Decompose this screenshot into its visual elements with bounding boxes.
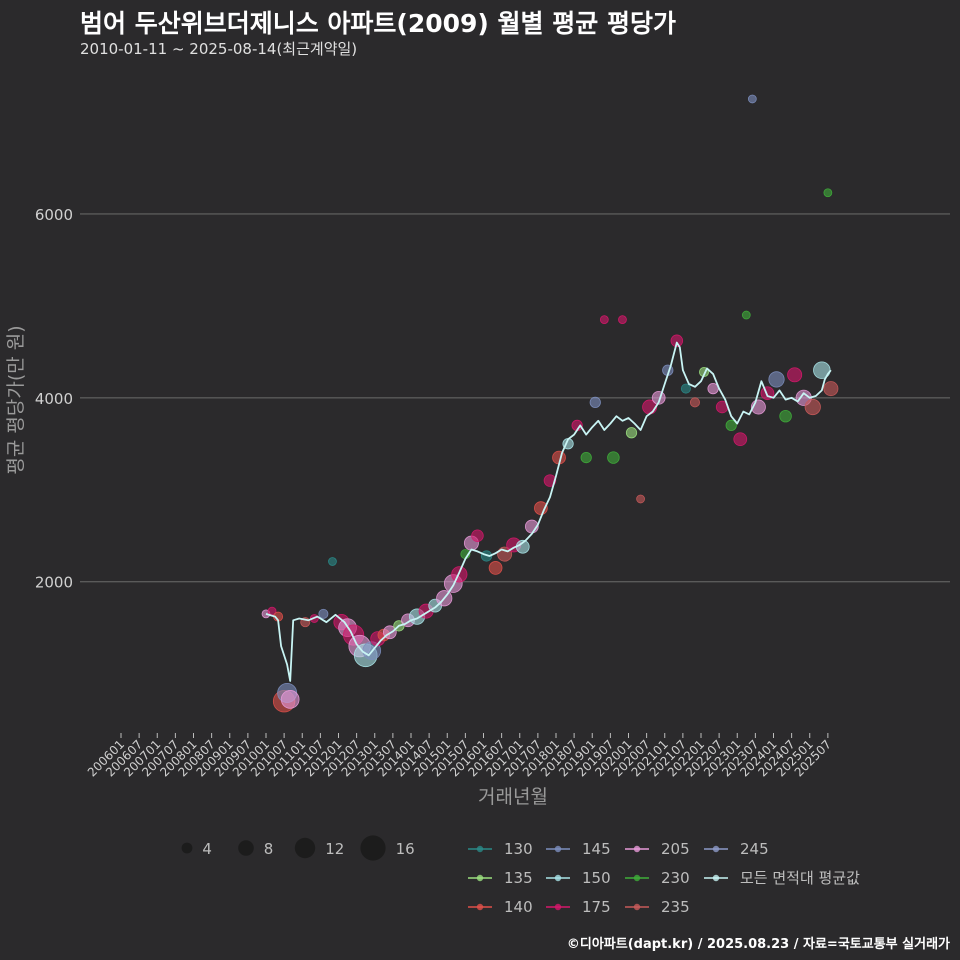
- legend-label-avg: 모든 면적대 평균값: [740, 869, 860, 887]
- grid-lines: [80, 213, 950, 583]
- legend-dot-145: [554, 845, 562, 853]
- scatter-point-135: [625, 427, 638, 439]
- x-axis-title: 거래년월: [478, 786, 548, 808]
- x-axis-ticks: 2006012006072007012007072008012008072009…: [85, 733, 834, 780]
- color-legend: 130 135 140 145 150 175 205 230 235 245 모든 면적대 평균값: [468, 840, 860, 916]
- scatter-point-230: [779, 409, 792, 423]
- legend-dot-135: [476, 874, 484, 882]
- size-legend-label: 8: [264, 840, 274, 858]
- scatter-point-235: [689, 397, 700, 408]
- size-legend-circle: [238, 840, 254, 856]
- scatter-point-235: [636, 494, 645, 504]
- average-line: [265, 341, 832, 682]
- scatter-point-205: [280, 690, 300, 709]
- y-tick-label: 2000: [35, 574, 73, 592]
- y-tick-label: 6000: [35, 206, 73, 224]
- size-legend-circle: [181, 842, 193, 854]
- legend-label-140: 140: [504, 898, 533, 916]
- scatter-point-175: [733, 432, 748, 447]
- scatter-point-230: [725, 419, 737, 432]
- legend-dot-230: [633, 874, 641, 882]
- scatter-point-145: [589, 396, 601, 409]
- scatter-point-175: [618, 315, 627, 325]
- average-line-layer: [265, 341, 832, 682]
- scatter-points: [261, 94, 839, 713]
- legend-label-235: 235: [661, 898, 690, 916]
- y-axis-title: 평균 평당가(만 원): [5, 325, 27, 474]
- scatter-point-235: [823, 381, 839, 397]
- legend-dot-175: [554, 903, 562, 911]
- legend-dot-140: [476, 903, 484, 911]
- legend-label-145: 145: [582, 840, 611, 858]
- legend-dot-avg: [712, 874, 720, 882]
- legend-dot-205: [633, 845, 641, 853]
- scatter-point-145: [747, 94, 757, 104]
- chart-subtitle: 2010-01-11 ~ 2025-08-14(최근계약일): [80, 40, 358, 58]
- legend-dot-150: [554, 874, 562, 882]
- chart-title: 범어 두산위브더제니스 아파트(2009) 월별 평균 평당가: [80, 9, 676, 38]
- scatter-point-230: [823, 188, 833, 198]
- scatter-point-235: [804, 398, 821, 416]
- scatter-point-145: [768, 371, 785, 388]
- scatter-point-175: [787, 367, 803, 383]
- scatter-point-230: [741, 310, 751, 320]
- size-legend-label: 16: [396, 840, 415, 858]
- legend-label-135: 135: [504, 869, 533, 887]
- legend-label-205: 205: [661, 840, 690, 858]
- legend-label-130: 130: [504, 840, 533, 858]
- legend-label-230: 230: [661, 869, 690, 887]
- scatter-point-175: [599, 315, 609, 325]
- scatter-point-230: [580, 451, 592, 464]
- size-legend: 4 8 12 16: [181, 835, 415, 861]
- scatter-point-230: [607, 451, 620, 464]
- legend-dot-245: [712, 845, 720, 853]
- source-caption: ©디아파트(dapt.kr) / 2025.08.23 / 자료=국토교통부 실…: [566, 937, 950, 952]
- size-legend-circle: [294, 837, 316, 859]
- legend-dot-235: [633, 903, 641, 911]
- scatter-point-140: [488, 561, 503, 575]
- size-legend-circle: [360, 835, 386, 861]
- scatter-point-130: [680, 383, 691, 394]
- legend-label-245: 245: [740, 840, 769, 858]
- legend-dot-130: [476, 845, 484, 853]
- scatter-point-175: [471, 529, 484, 542]
- y-axis-ticks: 2000 4000 6000: [35, 206, 73, 592]
- scatter-point-130: [328, 557, 337, 566]
- scatter-point-175: [543, 474, 557, 487]
- legend-label-175: 175: [582, 898, 611, 916]
- legend-label-150: 150: [582, 869, 611, 887]
- size-legend-label: 12: [325, 840, 344, 858]
- size-legend-label: 4: [202, 840, 212, 858]
- scatter-point-175: [670, 334, 684, 348]
- y-tick-label: 4000: [35, 390, 73, 408]
- scatter-point-145: [318, 608, 329, 619]
